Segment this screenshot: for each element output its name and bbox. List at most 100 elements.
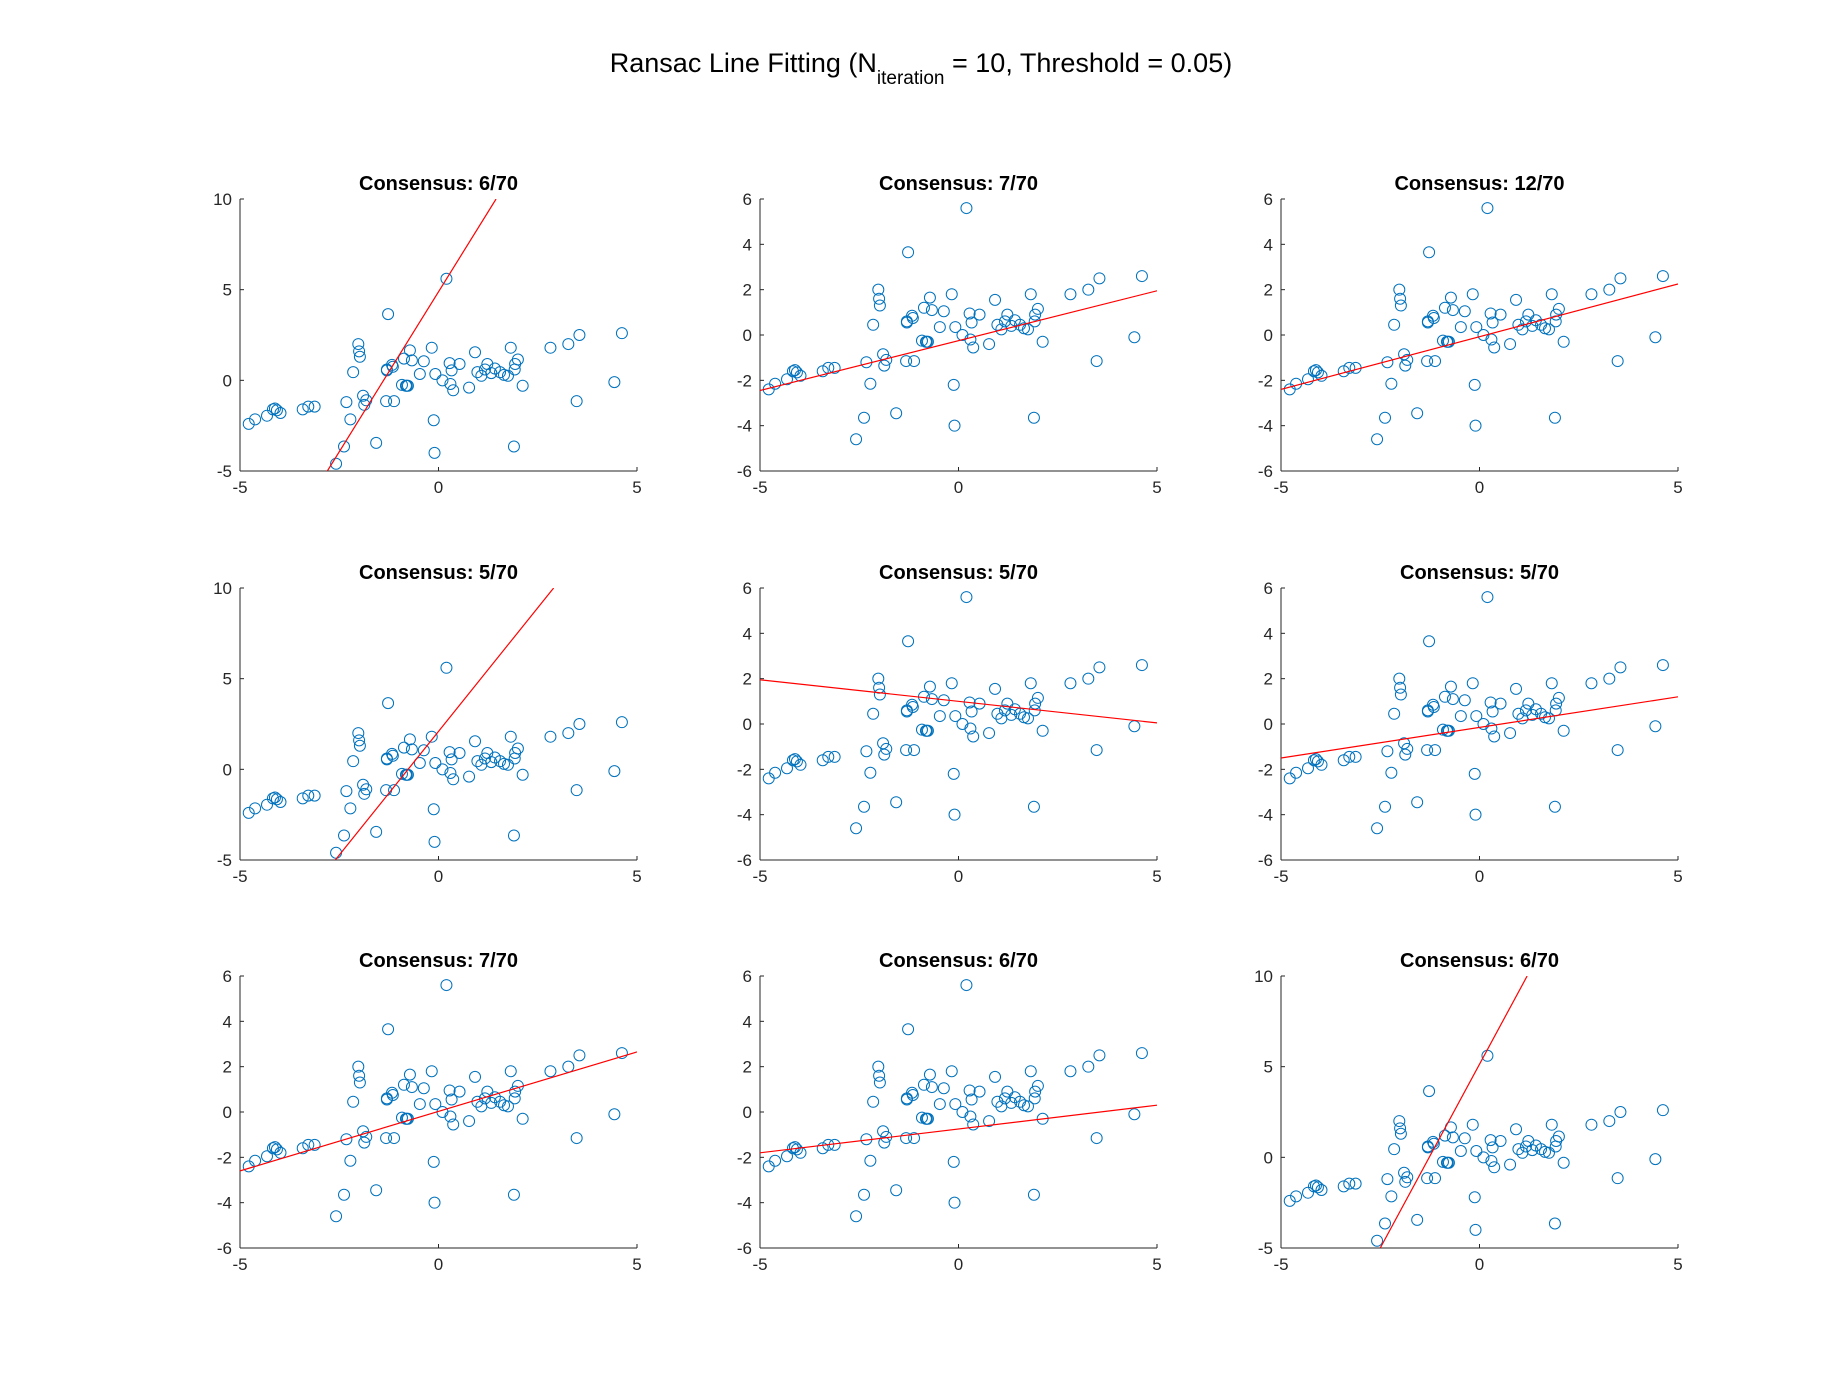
data-point [570,1132,583,1145]
data-point [1466,1118,1479,1131]
data-point [1519,1140,1532,1153]
data-point [1470,1144,1483,1157]
data-point [382,1023,395,1036]
data-point [1135,659,1148,672]
data-point [1512,707,1525,720]
x-tick-label: -5 [232,1255,247,1274]
data-point [921,1112,934,1125]
data-point [900,355,913,368]
data-point [1656,659,1669,672]
data-point [444,1110,457,1123]
data-point [403,1068,416,1081]
data-point [998,315,1011,328]
data-point [249,802,262,815]
data-point [471,755,484,768]
data-point [1001,697,1014,710]
data-point [447,384,460,397]
y-tick-label: -4 [217,1194,232,1213]
data-point [960,979,973,992]
data-point [274,406,287,419]
data-point [471,366,484,379]
data-point [1649,331,1662,344]
data-point [1388,707,1401,720]
data-point [1423,246,1436,259]
data-point [867,1095,880,1108]
data-point [405,743,418,756]
data-point [1311,755,1324,768]
data-point [902,635,915,648]
data-point [1283,1194,1296,1207]
ransac-fit-line [334,588,555,860]
data-point [1021,1100,1034,1113]
data-point [1394,681,1407,694]
data-point [902,1023,915,1036]
subplot-8: Consensus: 6/70 -5 0 5 -6 -4 -2 0 2 4 6 [737,950,1162,1274]
data-point [1024,1065,1037,1078]
y-tick-label: -2 [217,1148,232,1167]
data-point [340,785,353,798]
data-point [902,246,915,259]
data-point [1028,1092,1041,1105]
data-point [443,746,456,759]
data-point [425,730,438,743]
data-point [960,202,973,215]
data-point [1021,323,1034,336]
data-point [444,377,457,390]
data-point [873,292,886,305]
data-point [242,417,255,430]
data-point [923,291,936,304]
data-point [1427,701,1440,713]
y-tick-label: 0 [1264,326,1273,345]
data-point [780,762,793,775]
data-point [266,403,279,416]
data-point [1614,272,1627,285]
y-tick-label: -2 [737,1148,752,1167]
data-point [242,1160,255,1173]
data-point [900,1132,913,1145]
data-point [1484,1134,1497,1147]
data-point [498,757,511,770]
data-point [1550,697,1563,710]
data-point [1438,690,1451,703]
data-point [983,1115,996,1128]
subplot-6: Consensus: 5/70 -5 0 5 -6 -4 -2 0 2 4 6 [1258,562,1683,886]
data-point [463,1115,476,1128]
data-point [428,835,441,848]
data-point [1485,333,1498,346]
ransac-fit-line [1281,283,1678,390]
data-point [1036,724,1049,737]
data-point [485,756,498,769]
data-point [417,744,430,757]
ransac-fit-line [240,1051,637,1172]
y-tick-label: 2 [1264,281,1273,300]
data-point [850,1210,863,1223]
scatter-series [762,591,1148,835]
data-point [498,368,511,381]
data-point [428,446,441,459]
data-point [1128,1108,1141,1121]
subplot-title: Consensus: 12/70 [1394,173,1564,195]
data-point [478,752,491,765]
data-point [960,591,973,604]
y-tick-label: 0 [223,371,232,390]
data-point [1494,308,1507,321]
y-tick-label: -4 [1258,417,1273,436]
data-point [352,727,365,740]
data-point [900,744,913,757]
data-point [1090,355,1103,368]
y-tick-label: -6 [1258,851,1273,870]
data-point [1423,635,1436,648]
data-point [780,373,793,386]
data-point [1021,712,1034,725]
data-point [511,742,524,755]
data-point [516,1112,529,1125]
data-point [608,1108,621,1121]
data-point [963,1084,976,1097]
figure-title-suffix: = 10, Threshold = 0.05) [945,48,1233,78]
data-point [478,1092,491,1105]
data-point [908,355,921,368]
data-point [270,793,283,806]
data-point [1394,292,1407,305]
data-point [344,413,357,426]
data-point [1064,677,1077,690]
